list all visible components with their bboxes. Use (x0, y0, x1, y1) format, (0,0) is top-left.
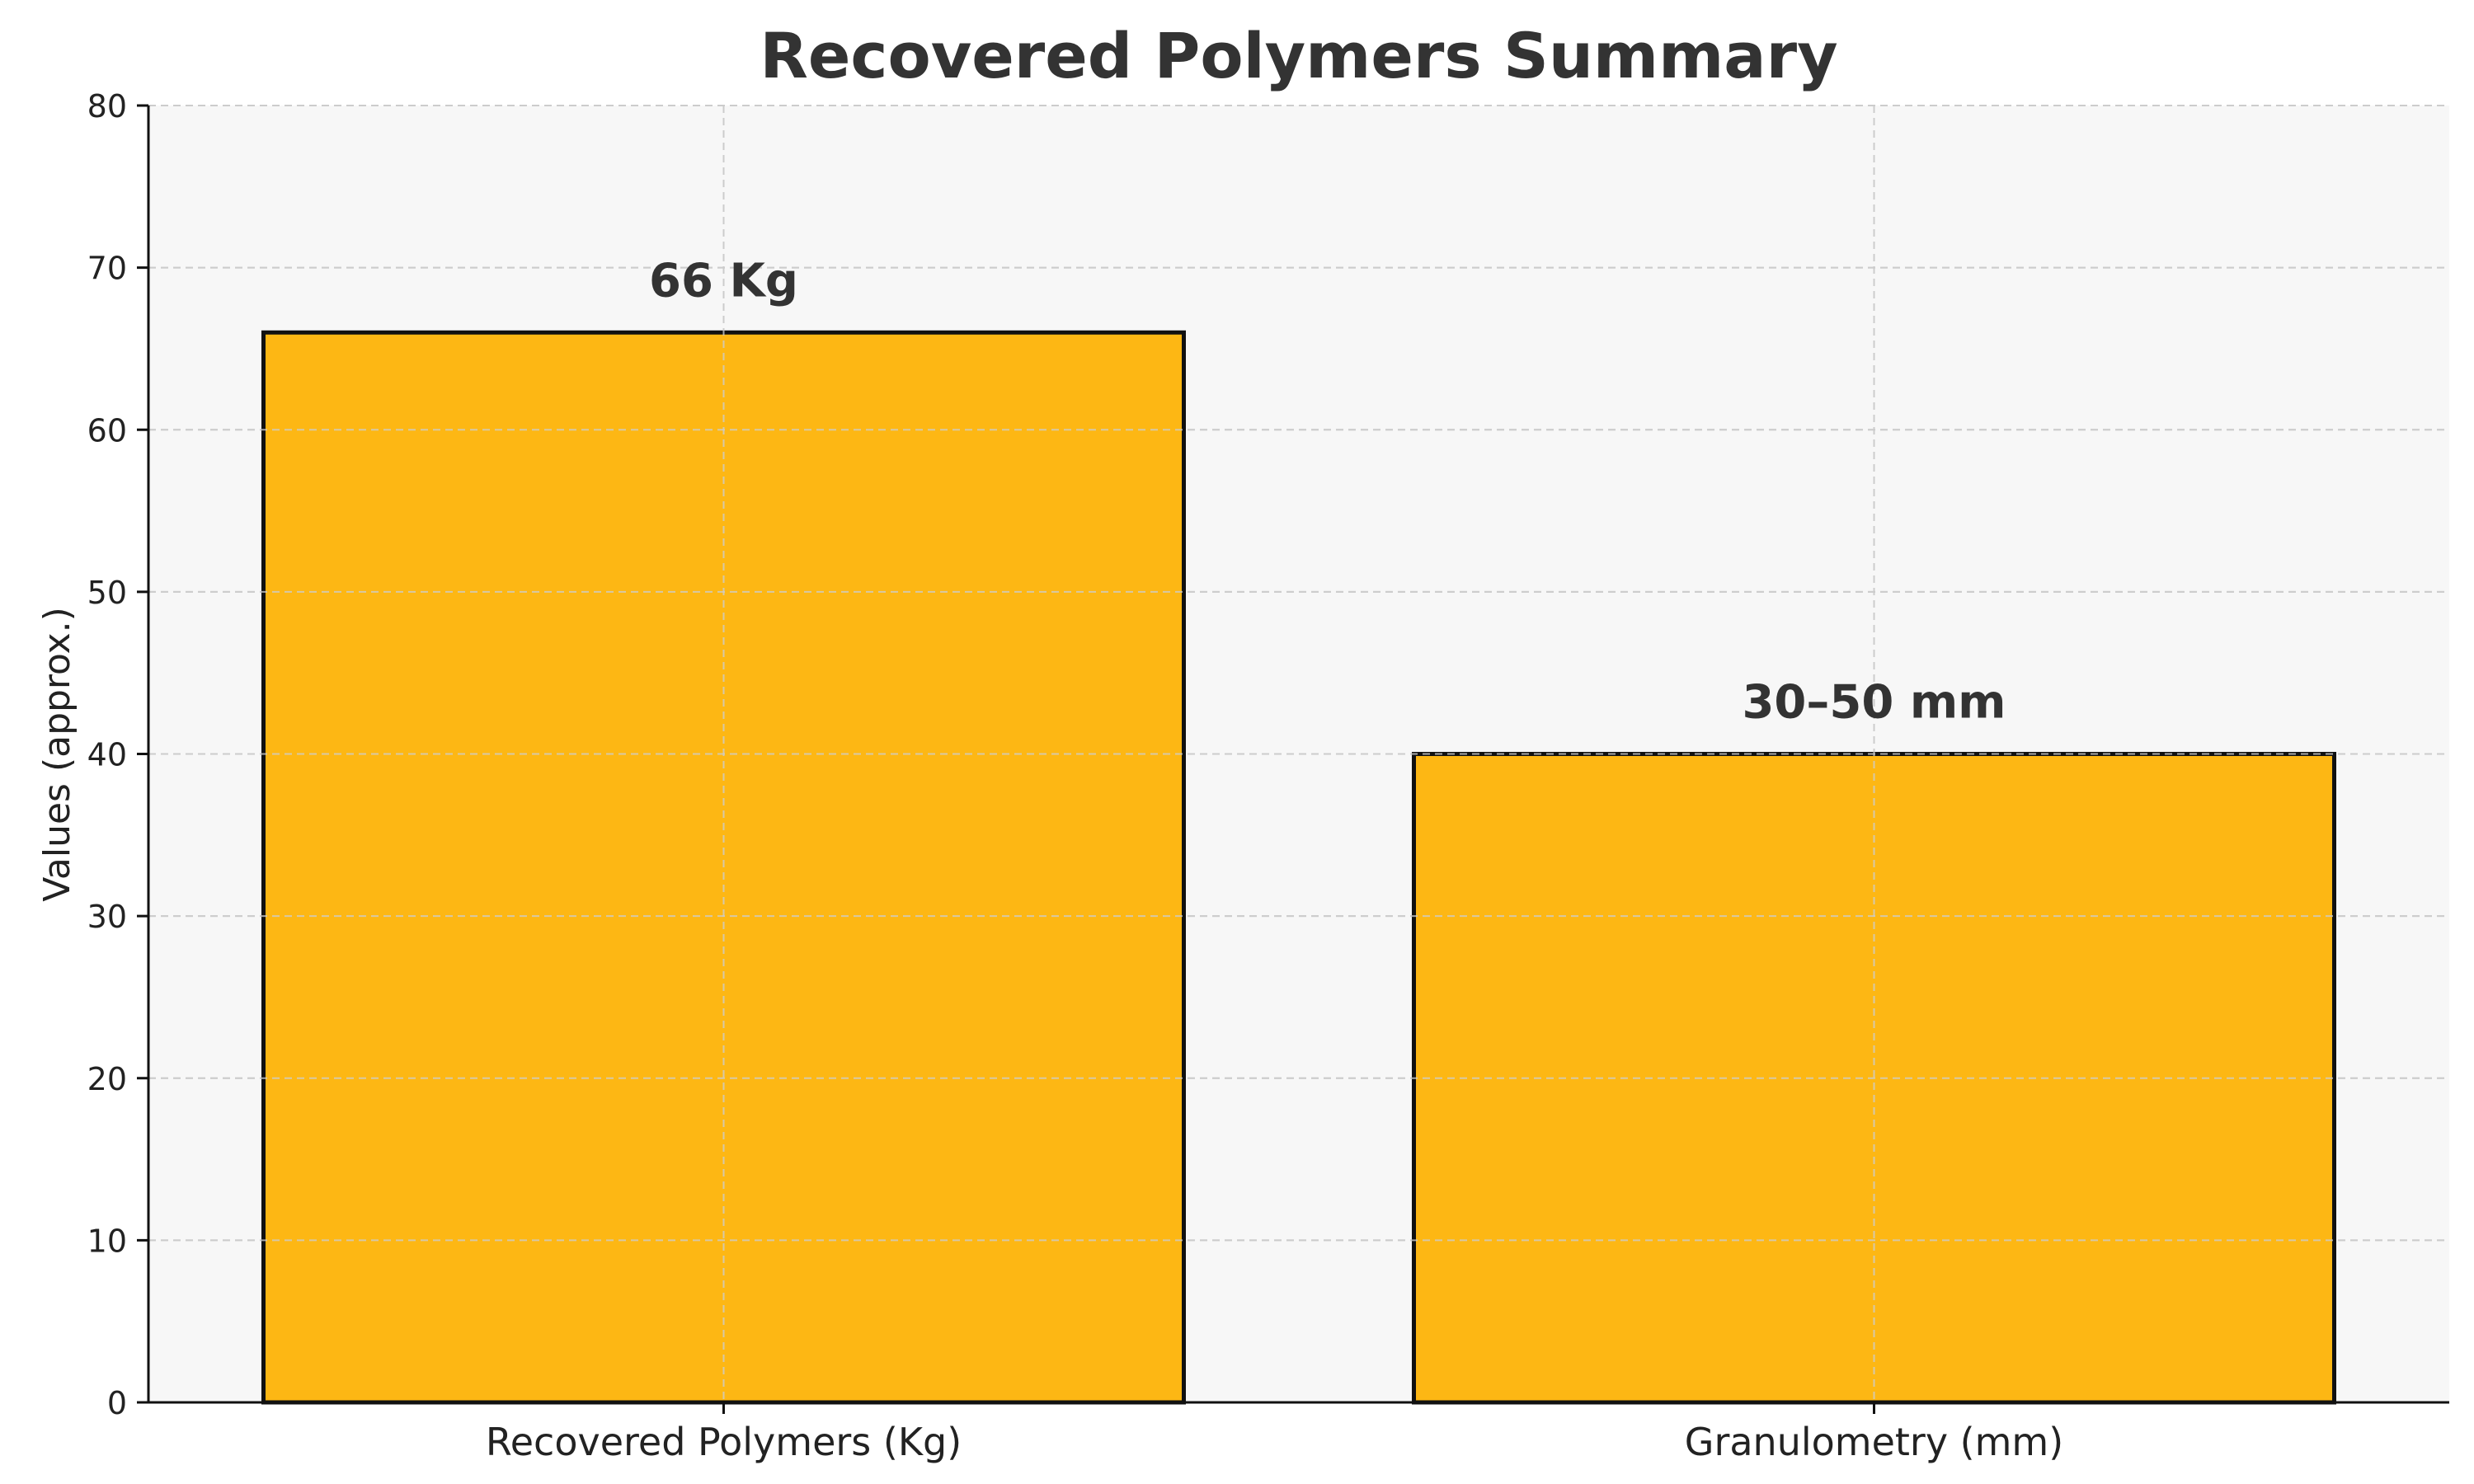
y-tick-label: 50 (87, 575, 127, 611)
y-tick-label: 30 (87, 899, 127, 935)
y-tick-label: 70 (87, 251, 127, 287)
x-ticks-group: Recovered Polymers (Kg) Granulometry (mm) (486, 1402, 2063, 1464)
y-tick-label: 60 (87, 412, 127, 448)
data-labels-group: 66 Kg 30–50 mm (649, 254, 2006, 729)
x-tick-label: Granulometry (mm) (1685, 1420, 2063, 1464)
grid-lines-overlay (148, 106, 2449, 1402)
y-tick-label: 20 (87, 1061, 127, 1097)
chart-title: Recovered Polymers Summary (760, 19, 1837, 92)
y-tick-label: 80 (87, 88, 127, 124)
x-tick-label: Recovered Polymers (Kg) (486, 1420, 962, 1464)
y-tick-label: 10 (87, 1223, 127, 1259)
y-axis-label: Values (approx.) (36, 607, 78, 902)
y-tick-label: 0 (107, 1385, 127, 1421)
bar-data-label: 66 Kg (649, 254, 798, 308)
bar-data-label: 30–50 mm (1742, 676, 2006, 730)
y-tick-label: 40 (87, 737, 127, 773)
y-ticks-group: 0 10 20 30 40 50 60 70 80 (87, 88, 148, 1421)
